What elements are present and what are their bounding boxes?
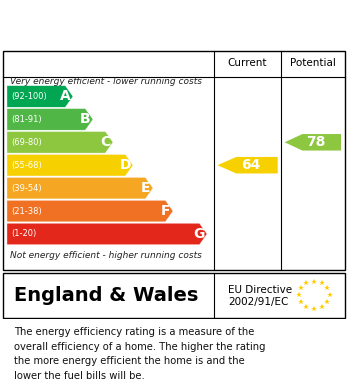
Text: (69-80): (69-80) — [11, 138, 42, 147]
Text: C: C — [100, 135, 110, 149]
Text: (1-20): (1-20) — [11, 230, 37, 239]
Text: EU Directive: EU Directive — [228, 285, 292, 294]
Text: 78: 78 — [306, 135, 325, 149]
Polygon shape — [7, 109, 93, 130]
Text: The energy efficiency rating is a measure of the
overall efficiency of a home. T: The energy efficiency rating is a measur… — [14, 327, 266, 380]
Text: Energy Efficiency Rating: Energy Efficiency Rating — [14, 15, 261, 34]
Polygon shape — [7, 86, 73, 107]
Polygon shape — [285, 134, 341, 151]
Polygon shape — [7, 223, 207, 245]
Text: Very energy efficient - lower running costs: Very energy efficient - lower running co… — [10, 77, 203, 86]
Text: (21-38): (21-38) — [11, 206, 42, 215]
Polygon shape — [7, 131, 113, 153]
Text: Not energy efficient - higher running costs: Not energy efficient - higher running co… — [10, 251, 202, 260]
Text: E: E — [141, 181, 150, 195]
Text: Current: Current — [228, 58, 267, 68]
Text: (81-91): (81-91) — [11, 115, 42, 124]
Text: A: A — [60, 90, 71, 104]
Text: F: F — [161, 204, 170, 218]
Polygon shape — [7, 154, 133, 176]
Text: (92-100): (92-100) — [11, 92, 47, 101]
Polygon shape — [7, 178, 153, 199]
Text: England & Wales: England & Wales — [14, 286, 198, 305]
Text: B: B — [80, 112, 91, 126]
Text: G: G — [194, 227, 205, 241]
Polygon shape — [7, 200, 173, 222]
Text: 2002/91/EC: 2002/91/EC — [228, 297, 288, 307]
Text: Potential: Potential — [290, 58, 336, 68]
Text: (55-68): (55-68) — [11, 161, 42, 170]
Text: 64: 64 — [241, 158, 260, 172]
Polygon shape — [218, 157, 278, 174]
Text: (39-54): (39-54) — [11, 184, 42, 193]
Text: D: D — [120, 158, 131, 172]
